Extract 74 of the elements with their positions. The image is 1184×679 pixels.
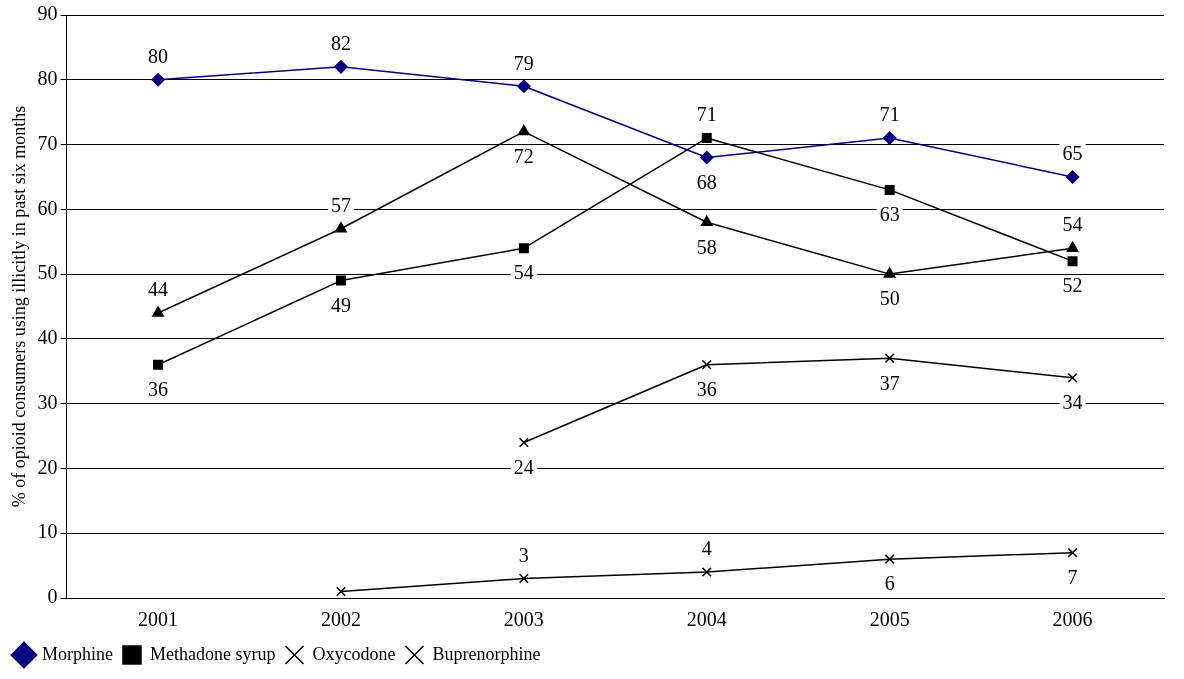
x-tick-label: 2006 <box>1052 608 1093 631</box>
legend-label: Methadone syrup <box>149 643 276 664</box>
point <box>884 184 895 195</box>
point <box>700 150 714 165</box>
point <box>1067 372 1078 383</box>
data-label: 79 <box>513 51 534 74</box>
data-label: 3 <box>518 543 529 566</box>
point <box>1065 170 1080 184</box>
data-label: 54 <box>513 261 534 284</box>
point <box>517 124 530 136</box>
y-tick-label: 20 <box>37 455 58 478</box>
point <box>884 554 895 565</box>
x-tick-label: 2005 <box>869 608 910 631</box>
data-label: 71 <box>879 103 900 126</box>
y-tick-label: 90 <box>37 2 58 25</box>
data-label: 7 <box>1067 565 1078 588</box>
x-tick-label: 2003 <box>503 608 544 631</box>
x-tick-label: 2002 <box>320 608 361 631</box>
y-tick-label: 50 <box>37 261 58 284</box>
data-label: 44 <box>148 278 169 301</box>
point <box>1067 256 1078 267</box>
y-tick-label: 40 <box>37 326 58 349</box>
data-label: 57 <box>330 194 351 217</box>
point <box>701 359 712 370</box>
point <box>884 353 895 364</box>
data-label: 82 <box>330 32 351 55</box>
point <box>517 79 531 94</box>
point <box>700 215 713 227</box>
point <box>335 586 346 597</box>
data-label: 37 <box>879 371 900 394</box>
y-tick-label: 0 <box>47 585 58 608</box>
point <box>1066 241 1079 252</box>
x-tick-label: 2004 <box>686 608 727 631</box>
point <box>334 60 348 74</box>
point <box>152 306 164 317</box>
point <box>335 222 347 233</box>
point <box>1067 547 1078 558</box>
point <box>153 359 164 370</box>
data-label: 34 <box>1062 391 1083 414</box>
data-label: 36 <box>696 378 717 401</box>
point <box>518 243 529 254</box>
data-label: 49 <box>330 293 351 316</box>
data-label: 50 <box>879 287 900 310</box>
y-tick-label: 60 <box>37 196 58 219</box>
data-label: 24 <box>513 455 534 478</box>
legend-label: Morphine <box>42 643 113 664</box>
legend-label: Buprenorphine <box>432 643 541 664</box>
y-tick-label: 80 <box>37 67 58 90</box>
data-label: 68 <box>696 170 717 193</box>
point <box>518 573 529 584</box>
data-label: 65 <box>1062 142 1083 165</box>
data-label: 54 <box>1062 213 1083 236</box>
legend-label: Oxycodone <box>312 643 396 664</box>
y-axis-title: % of opioid consumers using illicitly in past six months <box>8 105 29 508</box>
data-label: 52 <box>1062 274 1083 297</box>
point <box>883 267 896 278</box>
point <box>701 133 712 144</box>
y-tick-label: 10 <box>37 520 58 543</box>
data-label: 80 <box>148 45 169 68</box>
point <box>518 437 529 448</box>
point <box>882 131 897 145</box>
data-label: 36 <box>148 378 169 401</box>
data-label: 4 <box>701 537 712 560</box>
y-tick-label: 30 <box>37 390 58 413</box>
data-label: 6 <box>884 572 895 595</box>
data-label: 58 <box>696 235 717 258</box>
data-label: 63 <box>879 203 900 226</box>
y-tick-label: 70 <box>37 131 58 154</box>
x-tick-label: 2001 <box>138 608 179 631</box>
data-label: 71 <box>696 103 717 126</box>
data-label: 72 <box>513 144 534 167</box>
point <box>701 567 712 578</box>
point <box>151 73 165 87</box>
point <box>335 275 346 286</box>
